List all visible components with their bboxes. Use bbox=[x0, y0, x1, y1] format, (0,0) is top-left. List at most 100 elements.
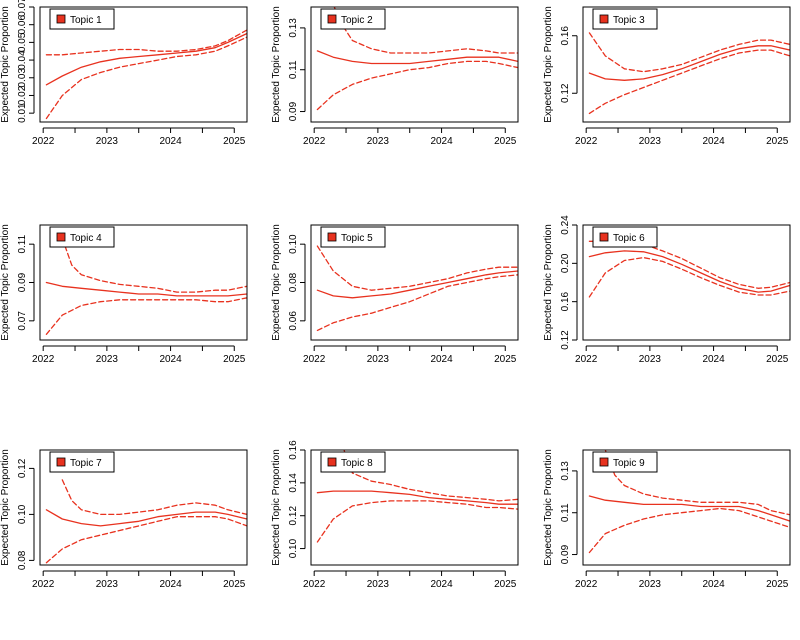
legend: Topic 8 bbox=[320, 451, 386, 473]
x-tick-label: 2022 bbox=[32, 354, 55, 365]
y-tick-label: 0.16 bbox=[560, 291, 571, 311]
series-line-estimate bbox=[316, 50, 518, 65]
y-tick-label: 0.20 bbox=[560, 253, 571, 273]
x-tick-label: 2022 bbox=[32, 136, 55, 147]
series-line-lower-ci bbox=[588, 256, 790, 298]
series-line-lower-ci bbox=[316, 500, 518, 543]
legend-label: Topic 4 bbox=[70, 233, 102, 244]
y-tick-label: 0.07 bbox=[17, 0, 28, 17]
y-tick-label: 0.11 bbox=[288, 60, 299, 79]
y-axis-title: Expected Topic Proportion bbox=[271, 449, 282, 566]
series-line-estimate bbox=[588, 250, 790, 293]
y-tick-label: 0.06 bbox=[17, 15, 28, 35]
x-tick-label: 2025 bbox=[223, 579, 246, 590]
y-tick-label: 0.13 bbox=[560, 461, 571, 481]
series-line-lower-ci bbox=[45, 516, 247, 564]
y-tick-label: 0.02 bbox=[17, 85, 28, 105]
x-tick-label: 2025 bbox=[494, 354, 517, 365]
y-tick-label: 0.04 bbox=[17, 50, 28, 70]
legend-box bbox=[592, 226, 658, 248]
series-line-upper-ci bbox=[588, 240, 790, 289]
x-tick-label: 2023 bbox=[367, 579, 390, 590]
legend: Topic 6 bbox=[592, 226, 658, 248]
legend-label: Topic 3 bbox=[613, 15, 645, 26]
series-group bbox=[45, 29, 247, 120]
legend-box bbox=[49, 226, 115, 248]
y-tick-label: 0.09 bbox=[17, 272, 28, 292]
legend-label: Topic 8 bbox=[341, 458, 373, 469]
y-tick-label: 0.06 bbox=[288, 311, 299, 331]
plot-frame bbox=[39, 6, 248, 123]
y-tick-label: 0.10 bbox=[288, 538, 299, 558]
x-tick-label: 2023 bbox=[96, 579, 119, 590]
series-line-upper-ci bbox=[333, 7, 518, 54]
y-tick-label: 0.09 bbox=[288, 101, 299, 121]
y-tick-label: 0.11 bbox=[560, 503, 571, 522]
series-group bbox=[316, 450, 518, 543]
plot-frame bbox=[310, 224, 519, 341]
series-line-estimate bbox=[316, 490, 518, 505]
plot-frame bbox=[582, 224, 791, 341]
series-line-upper-ci bbox=[45, 29, 247, 56]
chart-svg: 2022 2023 2024 2025 0.09 0.11 0.13 Expected Top… bbox=[543, 449, 791, 590]
series-line-estimate bbox=[45, 32, 247, 86]
series-line-upper-ci bbox=[343, 450, 518, 502]
chart-svg: 2022 2023 2024 2025 0.010.020.030.040.050.06… bbox=[0, 0, 248, 147]
y-tick-label: 0.16 bbox=[288, 440, 299, 460]
plot-frame bbox=[39, 449, 248, 566]
y-tick-label: 0.08 bbox=[17, 550, 28, 570]
x-tick-label: 2022 bbox=[303, 136, 326, 147]
x-tick-label: 2022 bbox=[303, 579, 326, 590]
legend: Topic 5 bbox=[320, 226, 386, 248]
legend-swatch-icon bbox=[599, 14, 609, 24]
legend-label: Topic 7 bbox=[70, 458, 102, 469]
x-tick-label: 2024 bbox=[159, 579, 182, 590]
legend-swatch-icon bbox=[56, 232, 66, 242]
series-group bbox=[316, 245, 518, 332]
x-tick-label: 2025 bbox=[766, 579, 789, 590]
legend-swatch-icon bbox=[327, 14, 337, 24]
x-tick-label: 2025 bbox=[494, 579, 517, 590]
topic-prevalence-chart-grid: 2022 2023 2024 2025 0.01 0.02 0.03 0.04 0.05 0.06… bbox=[0, 0, 791, 590]
x-tick-label: 2024 bbox=[702, 579, 725, 590]
series-line-estimate bbox=[316, 270, 518, 299]
legend-box bbox=[49, 8, 115, 30]
y-tick-label: 0.13 bbox=[288, 18, 299, 38]
y-tick-label: 0.11 bbox=[17, 234, 28, 253]
x-tick-label: 2023 bbox=[639, 136, 662, 147]
x-tick-label: 2025 bbox=[766, 136, 789, 147]
x-tick-label: 2023 bbox=[367, 354, 390, 365]
chart-panel-topic-8: 2022 2023 2024 2025 0.10 0.12 0.14 0.16 Expected… bbox=[271, 440, 537, 640]
legend-label: Topic 6 bbox=[613, 233, 645, 244]
series-group bbox=[45, 479, 247, 564]
legend-swatch-icon bbox=[327, 457, 337, 467]
y-tick-label: 0.07 bbox=[17, 311, 28, 331]
y-tick-label: 0.12 bbox=[560, 83, 571, 103]
legend-box bbox=[320, 226, 386, 248]
series-line-estimate bbox=[45, 509, 247, 527]
legend-label: Topic 9 bbox=[613, 458, 645, 469]
x-tick-label: 2022 bbox=[303, 354, 326, 365]
x-tick-label: 2025 bbox=[494, 136, 517, 147]
series-group bbox=[588, 32, 790, 115]
y-tick-label: 0.10 bbox=[288, 234, 299, 254]
plot-frame bbox=[582, 6, 791, 123]
y-tick-label: 0.08 bbox=[288, 272, 299, 292]
legend-swatch-icon bbox=[599, 457, 609, 467]
plot-frame bbox=[582, 449, 791, 566]
y-tick-label: 0.16 bbox=[560, 26, 571, 46]
series-group bbox=[588, 240, 790, 298]
y-tick-label: 0.05 bbox=[17, 32, 28, 52]
plot-frame bbox=[39, 224, 248, 341]
chart-svg: 2022 2023 2024 2025 0.07 0.09 0.11 Expected Top… bbox=[0, 224, 248, 365]
y-tick-label: 0.14 bbox=[288, 473, 299, 493]
legend: Topic 4 bbox=[49, 226, 115, 248]
series-group bbox=[588, 450, 790, 554]
legend-box bbox=[320, 8, 386, 30]
series-line-lower-ci bbox=[588, 49, 790, 115]
x-tick-label: 2024 bbox=[430, 354, 453, 365]
series-line-upper-ci bbox=[61, 479, 247, 516]
legend-box bbox=[592, 8, 658, 30]
series-line-lower-ci bbox=[316, 60, 518, 111]
series-line-estimate bbox=[45, 281, 247, 297]
